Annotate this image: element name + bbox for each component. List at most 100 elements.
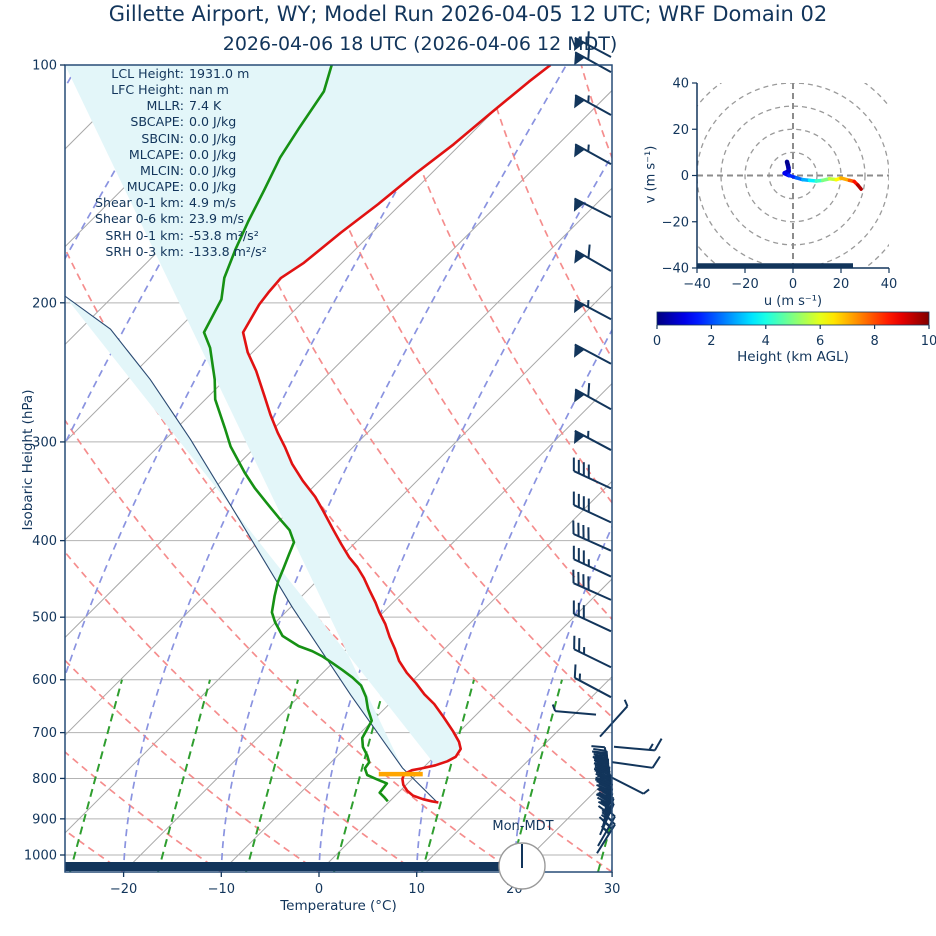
- y-tick-label: 800: [32, 772, 57, 787]
- hodo-u-tick-label: 40: [881, 277, 898, 292]
- barb-pennant: [574, 250, 586, 264]
- wind-barb: [573, 664, 612, 699]
- barb-staff: [573, 470, 612, 490]
- stat-label: SRH 0-3 km:: [105, 243, 184, 259]
- clock-day-label: Mon-MDT: [492, 819, 554, 834]
- colorbar-tick-label: 8: [870, 334, 878, 349]
- colorbar-tick-label: 6: [816, 334, 824, 349]
- stat-label: LCL Height:: [111, 66, 184, 81]
- dry-adiabat-line: [65, 750, 222, 872]
- isotherm-line: [318, 578, 612, 872]
- mixing-ratio-line: [69, 679, 123, 872]
- barb-full-feather: [598, 782, 612, 790]
- barb-full-feather: [591, 745, 605, 749]
- barb-full-feather: [604, 806, 616, 818]
- barb-full-feather: [593, 748, 607, 752]
- stat-label: Shear 0-1 km:: [95, 195, 184, 211]
- wind-barb: [613, 738, 663, 752]
- dry-adiabat-line: [65, 418, 515, 872]
- barb-staff: [573, 648, 612, 669]
- isotherm-line: [65, 187, 612, 736]
- hodograph-u-axis-label: u (m s⁻¹): [763, 294, 823, 309]
- barb-full-feather: [594, 758, 609, 764]
- dry-adiabat-line: [65, 659, 320, 872]
- dry-adiabat-line: [65, 550, 418, 872]
- barb-pennant: [574, 430, 585, 444]
- y-tick-label: 900: [32, 812, 57, 827]
- wind-barb: [551, 704, 597, 716]
- isotherm-line: [611, 871, 612, 872]
- barb-full-feather: [594, 763, 609, 770]
- surface-ground-bar: [65, 862, 503, 871]
- barb-staff: [573, 533, 612, 552]
- wind-barb: [574, 31, 612, 58]
- x-tick-label: −10: [208, 882, 235, 897]
- barb-full-feather: [599, 795, 613, 805]
- y-tick-label: 400: [32, 534, 57, 549]
- mixing-ratio-line: [333, 679, 387, 872]
- barb-full-feather: [593, 751, 607, 756]
- barb-full-feather: [597, 800, 611, 810]
- barb-staff: [574, 36, 612, 58]
- stat-value: 0.0 J/kg: [189, 114, 237, 130]
- barb-full-feather: [598, 773, 612, 781]
- hodo-u-tick-label: 0: [789, 277, 797, 292]
- barb-pennant: [574, 37, 585, 51]
- surface-and-lcl-markers: [65, 771, 503, 871]
- y-tick-label: 300: [32, 435, 57, 450]
- wind-barb: [574, 343, 612, 365]
- profile-curves: [65, 65, 552, 804]
- barb-staff: [574, 249, 612, 272]
- barb-pennant: [574, 344, 585, 358]
- stat-label: MUCAPE:: [126, 179, 184, 195]
- stat-value: -133.8 m²/s²: [189, 243, 267, 259]
- stat-value: 0.0 J/kg: [189, 130, 237, 146]
- barb-pennant: [574, 389, 585, 403]
- barb-pennant: [574, 299, 585, 314]
- stat-label: SRH 0-1 km:: [105, 227, 184, 243]
- barb-full-feather: [597, 769, 612, 776]
- barb-staff: [599, 705, 629, 738]
- colorbar-bar: [656, 311, 930, 326]
- barb-full-feather: [651, 755, 661, 769]
- hodograph-v-axis-label: v (m s⁻¹): [643, 145, 659, 204]
- isotherm-line: [65, 65, 248, 248]
- stat-value: 7.4 K: [189, 98, 222, 114]
- mixing-ratio-line: [245, 679, 299, 872]
- barb-half-feather: [623, 699, 629, 707]
- local-time-clock-icon: [498, 842, 546, 890]
- y-tick-label: 200: [32, 296, 57, 311]
- isotherm-line: [65, 65, 541, 541]
- barb-staff: [555, 710, 597, 716]
- barb-full-feather: [573, 664, 577, 678]
- barb-staff: [574, 388, 612, 411]
- wind-barb: [574, 383, 612, 411]
- x-tick-label: 0: [315, 882, 323, 897]
- barb-full-feather: [597, 778, 611, 786]
- wind-barb: [572, 457, 612, 490]
- stat-label: Shear 0-6 km:: [95, 211, 184, 227]
- barb-staff: [574, 429, 612, 451]
- barb-full-feather: [593, 753, 608, 758]
- barb-pennant: [573, 198, 585, 212]
- stat-label: MLLR:: [146, 98, 184, 114]
- barb-half-feather: [603, 828, 610, 835]
- barb-staff: [611, 761, 653, 769]
- barb-half-feather: [600, 813, 608, 820]
- barb-full-feather: [601, 819, 613, 830]
- moist-adiabat-line: [611, 857, 612, 872]
- dry-adiabat-line: [580, 65, 612, 160]
- moist-adiabat-line: [318, 153, 612, 872]
- hodograph-panel: −40−40 −20 −20 0 0 20 20 40 40: [662, 77, 898, 293]
- barb-full-feather: [587, 45, 591, 60]
- barb-full-feather: [596, 796, 610, 805]
- isotherm-line: [416, 675, 612, 872]
- isotherm-line: [220, 480, 612, 872]
- barb-full-feather: [587, 244, 591, 259]
- barb-full-feather: [595, 767, 610, 774]
- isotherm-line: [65, 285, 612, 834]
- y-tick-label: 100: [32, 59, 57, 74]
- barb-half-feather: [551, 704, 557, 712]
- colorbar-label: Height (km AGL): [737, 349, 849, 365]
